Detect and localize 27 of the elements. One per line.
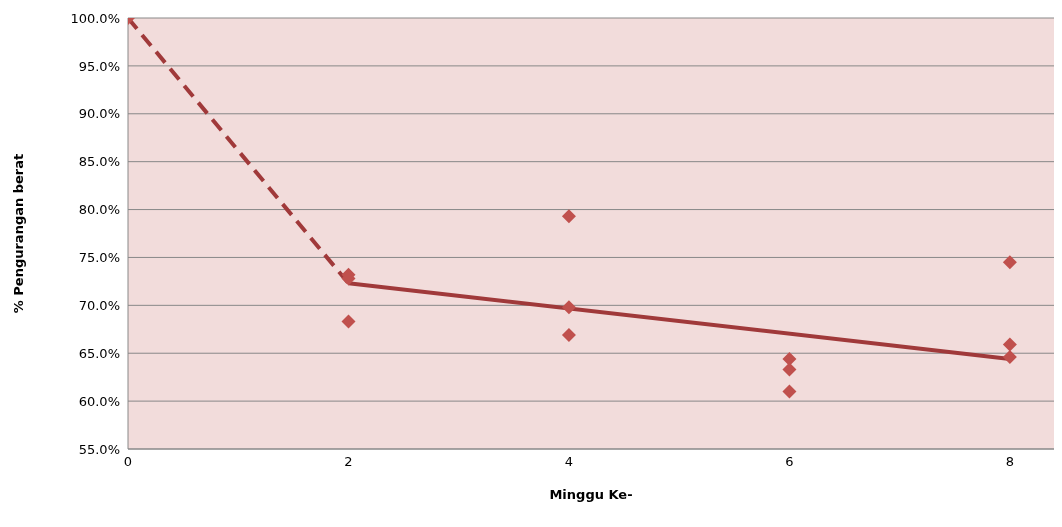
x-tick-label: 6	[785, 454, 794, 470]
point	[1002, 337, 1017, 352]
point	[341, 314, 356, 329]
y-tick-label: 75.0%	[78, 250, 120, 266]
x-tick-label: 0	[123, 454, 133, 470]
point	[1002, 255, 1017, 270]
x-tick-label: 2	[344, 454, 353, 470]
y-tick-label: 65.0%	[78, 345, 120, 361]
y-axis-title: % Pengurangan berat	[10, 153, 26, 314]
point	[782, 351, 797, 366]
y-tick-label: 80.0%	[78, 202, 120, 218]
x-axis-title: Minggu Ke-	[549, 487, 633, 502]
y-tick-label: 85.0%	[78, 154, 120, 170]
y-tick-label: 60.0%	[78, 393, 120, 409]
y-tick-label: 55.0%	[78, 441, 120, 457]
y-tick-label: 70.0%	[78, 297, 120, 313]
point	[1002, 350, 1017, 365]
x-tick-label: 8	[1005, 454, 1015, 470]
x-tick-label: 4	[564, 454, 574, 470]
y-tick-label: 95.0%	[78, 58, 120, 74]
y-tick-label: 100.0%	[70, 10, 120, 26]
y-tick-label: 90.0%	[78, 106, 120, 122]
point	[561, 328, 576, 343]
point	[561, 209, 576, 224]
point	[561, 300, 576, 315]
point	[782, 384, 797, 399]
point	[782, 362, 797, 377]
